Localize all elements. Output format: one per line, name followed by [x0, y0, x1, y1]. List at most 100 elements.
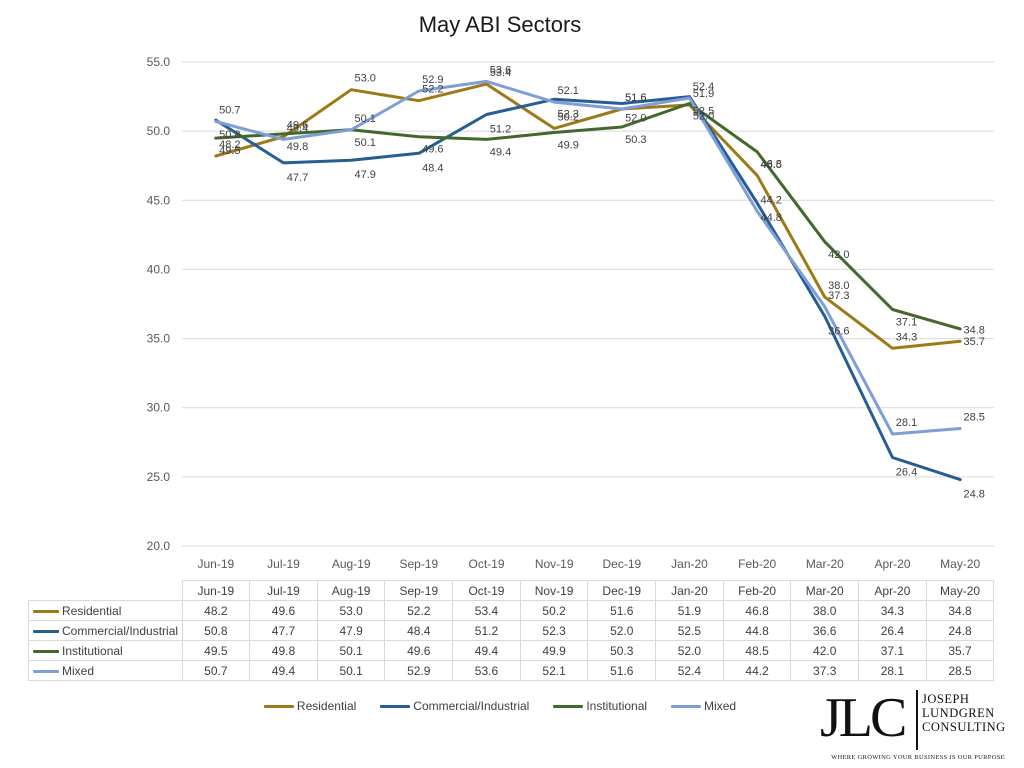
legend-item: Commercial/Industrial	[380, 699, 529, 713]
table-cell: 42.0	[790, 640, 860, 661]
table-cell: 48.4	[384, 620, 454, 641]
data-label: 24.8	[963, 489, 984, 501]
x-tick-label: Mar-20	[806, 557, 844, 571]
legend-swatch	[380, 705, 411, 709]
data-label: 52.2	[422, 84, 443, 96]
logo-name-line: LUNDGREN	[922, 706, 995, 720]
y-tick-label: 25.0	[147, 470, 171, 484]
data-label: 48.2	[219, 139, 240, 151]
table-cell: 52.1	[519, 660, 589, 681]
data-label: 53.6	[490, 64, 511, 76]
table-cell: 52.9	[384, 660, 454, 681]
table-cell: 48.5	[722, 640, 792, 661]
table-cell: 50.1	[316, 660, 386, 681]
data-label: 50.1	[354, 113, 375, 125]
table-column-header: Jul-19	[249, 580, 318, 601]
legend-label: Commercial/Industrial	[413, 699, 530, 713]
legend-item: Residential	[263, 699, 356, 713]
data-labels: 48.2 49.6 53.0 52.2 53.4 50.2 51.6 51.9 46.8 38.0…	[219, 64, 985, 500]
data-label: 36.6	[828, 325, 849, 337]
table-cell: 49.6	[249, 600, 318, 621]
table-column-header: May-20	[925, 580, 995, 601]
data-label: 28.1	[896, 417, 917, 429]
table-column-header: Dec-19	[587, 580, 657, 601]
data-label: 50.1	[354, 137, 375, 149]
table-column-header: Oct-19	[452, 580, 521, 601]
table-cell: 49.6	[384, 640, 454, 661]
table-cell: 51.6	[587, 660, 657, 681]
table-cell: 36.6	[790, 620, 860, 641]
x-tick-label: May-20	[940, 557, 980, 571]
data-label: 52.1	[557, 85, 578, 97]
data-label: 37.1	[896, 317, 917, 329]
table-row: Institutional 49.5 49.8 50.1 49.6 49.4 49.9 50.…	[28, 640, 995, 661]
table-cell: 48.2	[181, 600, 251, 621]
table-row-header: Institutional	[28, 640, 183, 661]
data-label: 38.0	[828, 280, 849, 292]
legend-label: Institutional	[586, 699, 648, 713]
y-tick-label: 30.0	[147, 401, 171, 415]
data-label: 47.7	[287, 172, 308, 184]
data-label: 49.6	[287, 120, 308, 132]
table-cell: 53.0	[316, 600, 386, 621]
data-label: 52.9	[422, 74, 443, 86]
logo-divider	[916, 690, 918, 750]
table-cell: 35.7	[925, 640, 995, 661]
data-label: 49.4	[287, 122, 308, 134]
data-label: 49.6	[422, 144, 443, 156]
x-tick-label: Aug-19	[332, 557, 371, 571]
table-cell: 50.1	[316, 640, 386, 661]
table-cell: 51.6	[587, 600, 657, 621]
data-label: 35.7	[963, 336, 984, 348]
table-cell: 52.2	[384, 600, 454, 621]
table-row: Commercial/Industrial 50.8 47.7 47.9 48.4 51.…	[28, 620, 995, 641]
table-cell: 37.3	[790, 660, 860, 681]
data-label: 48.5	[760, 159, 781, 171]
data-label: 51.6	[625, 92, 646, 104]
jlc-logo: JLC JOSEPH LUNDGREN CONSULTING WHERE GRO…	[818, 688, 1018, 764]
table-cell: 50.2	[519, 600, 589, 621]
table-cell: 51.9	[655, 600, 724, 621]
table-header-row: Jun-19 Jul-19 Aug-19 Sep-19 Oct-19 Nov-19 Dec-…	[28, 580, 995, 601]
series-name: Mixed	[62, 663, 95, 678]
data-label: 50.3	[625, 134, 646, 146]
legend-item: Institutional	[553, 699, 647, 713]
data-label: 44.8	[760, 212, 781, 224]
series-swatch	[33, 629, 59, 633]
table-cell: 44.8	[722, 620, 792, 641]
series-name: Residential	[62, 603, 122, 618]
x-axis: Jun-19 Jul-19 Aug-19 Sep-19 Oct-19 Nov-19 Dec-…	[197, 557, 980, 571]
data-label: 49.8	[287, 141, 308, 153]
table-row: Mixed 50.7 49.4 50.1 52.9 53.6 52.1 51.6 52.4 44.…	[28, 660, 995, 681]
legend-swatch	[263, 705, 294, 709]
data-label: 52.4	[693, 81, 714, 93]
series-swatch	[33, 609, 59, 613]
table-column-header: Feb-20	[722, 580, 792, 601]
data-label: 34.8	[963, 324, 984, 336]
table-column-header: Aug-19	[316, 580, 386, 601]
table-cell: 28.5	[925, 660, 995, 681]
chart-title: May ABI Sectors	[418, 12, 582, 37]
table-column-header: Sep-19	[384, 580, 454, 601]
table-cell: 50.7	[181, 660, 251, 681]
table-cell: 24.8	[925, 620, 995, 641]
series-line-mixed	[214, 79, 962, 436]
table-cell: 52.4	[655, 660, 724, 681]
table-cell: 28.1	[858, 660, 927, 681]
table-cell: 49.4	[452, 640, 521, 661]
grid-lines	[182, 61, 994, 547]
data-label: 44.2	[760, 194, 781, 206]
table-cell: 47.7	[249, 620, 318, 641]
y-tick-label: 40.0	[147, 262, 171, 276]
table-corner	[28, 580, 183, 601]
x-tick-label: Dec-19	[602, 557, 641, 571]
x-tick-label: Jan-20	[671, 557, 708, 571]
line-chart: 20.025.030.035.040.045.050.055.0 Jun-19 J…	[147, 55, 994, 571]
table-cell: 53.6	[452, 660, 521, 681]
data-label: 34.3	[896, 331, 917, 343]
logo-monogram: JLC	[820, 687, 907, 749]
legend-swatch	[671, 705, 702, 709]
table-cell: 50.3	[587, 640, 657, 661]
series-group	[214, 79, 962, 482]
table-cell: 46.8	[722, 600, 792, 621]
